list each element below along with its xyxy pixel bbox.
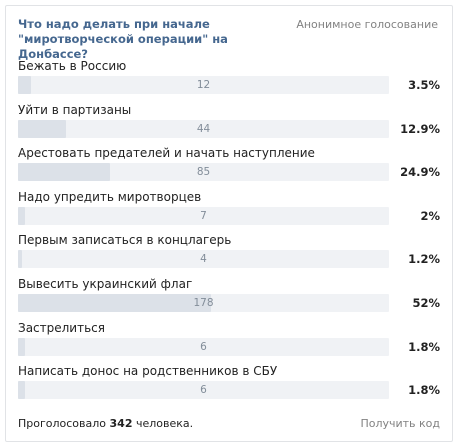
option-vote-count: 85 — [196, 166, 211, 179]
total-votes: Проголосовало 342 человека. — [18, 416, 193, 432]
poll-option[interactable]: Застрелиться 6 1.8% — [18, 320, 440, 364]
option-percent: 1.8% — [408, 383, 440, 398]
option-vote-count: 178 — [193, 296, 214, 309]
option-bar: 44 — [18, 119, 389, 138]
option-label: Вывесить украинский флаг — [18, 276, 193, 291]
option-percent: 3.5% — [408, 78, 440, 92]
get-code-link[interactable]: Получить код — [360, 417, 440, 430]
option-bar: 7 — [18, 206, 389, 225]
poll-option[interactable]: Написать донос на родственников в СБУ 6 1.… — [18, 363, 440, 407]
option-bar: 4 — [18, 250, 389, 269]
option-bar: 178 — [18, 293, 389, 312]
option-vote-count: 4 — [200, 253, 207, 266]
option-label: Бежать в Россию — [18, 59, 127, 73]
poll-option[interactable]: Уйти в партизаны 44 12.9% — [18, 102, 440, 146]
option-percent: 2% — [420, 208, 440, 223]
option-percent: 1.2% — [408, 252, 440, 267]
poll-header: Что надо делать при начале "миротворческ… — [18, 17, 438, 61]
total-votes-prefix: Проголосовало — [18, 417, 107, 430]
poll-option[interactable]: Вывесить украинский флаг 178 52% — [18, 276, 440, 320]
option-bar-fill — [18, 337, 25, 356]
option-percent: 1.8% — [408, 339, 440, 354]
option-bar: 6 — [18, 381, 389, 400]
option-bar: 6 — [18, 337, 389, 356]
option-percent: 24.9% — [400, 165, 440, 180]
option-bar-fill — [18, 163, 111, 182]
poll-options: Бежать в Россию 12 3.5% Уйти в партизаны 44 1… — [18, 58, 440, 407]
option-vote-count: 6 — [200, 384, 207, 397]
option-bar-fill — [18, 206, 26, 225]
poll-option[interactable]: Первым записаться в концлагерь 4 1.2% — [18, 232, 440, 276]
total-votes-count: 342 — [109, 417, 133, 430]
option-vote-count: 44 — [196, 122, 211, 135]
option-bar: 12 — [18, 76, 389, 94]
option-label: Арестовать предателей и начать наступлен… — [18, 146, 315, 161]
option-label: Написать донос на родственников в СБУ — [18, 364, 278, 379]
option-label: Первым записаться в концлагерь — [18, 233, 232, 248]
poll-type-label: Анонимное голосование — [296, 18, 438, 31]
option-label: Надо упредить миротворцев — [18, 189, 202, 204]
poll-option[interactable]: Надо упредить миротворцев 7 2% — [18, 189, 440, 233]
option-percent: 12.9% — [400, 121, 440, 136]
option-bar-fill — [18, 250, 23, 269]
option-bar-fill — [18, 119, 66, 138]
option-label: Застрелиться — [18, 320, 105, 335]
poll-option[interactable]: Бежать в Россию 12 3.5% — [18, 58, 440, 102]
poll-card: Что надо делать при начале "миротворческ… — [5, 5, 453, 442]
option-bar-fill — [18, 76, 31, 94]
option-percent: 52% — [412, 295, 440, 310]
poll-footer: Проголосовало 342 человека. Получить код — [18, 416, 440, 432]
option-vote-count: 7 — [200, 209, 207, 222]
option-bar-fill — [18, 293, 211, 312]
option-bar-fill — [18, 381, 25, 400]
option-vote-count: 12 — [196, 79, 211, 91]
total-votes-suffix: человека. — [136, 417, 194, 430]
option-bar: 85 — [18, 163, 389, 182]
option-vote-count: 6 — [200, 340, 207, 353]
option-label: Уйти в партизаны — [18, 102, 132, 117]
poll-option[interactable]: Арестовать предателей и начать наступлен… — [18, 145, 440, 189]
poll-question: Что надо делать при начале "миротворческ… — [18, 17, 228, 61]
